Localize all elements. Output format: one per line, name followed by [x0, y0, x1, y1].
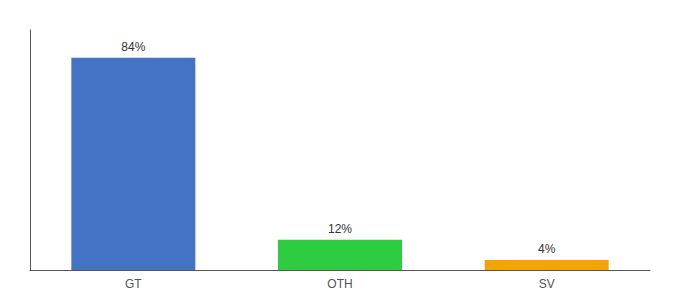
svg-text:OTH: OTH [327, 277, 352, 291]
svg-text:4%: 4% [538, 242, 556, 256]
svg-text:12%: 12% [328, 222, 352, 236]
svg-text:GT: GT [125, 277, 142, 291]
svg-text:SV: SV [539, 277, 555, 291]
svg-text:84%: 84% [121, 40, 145, 54]
